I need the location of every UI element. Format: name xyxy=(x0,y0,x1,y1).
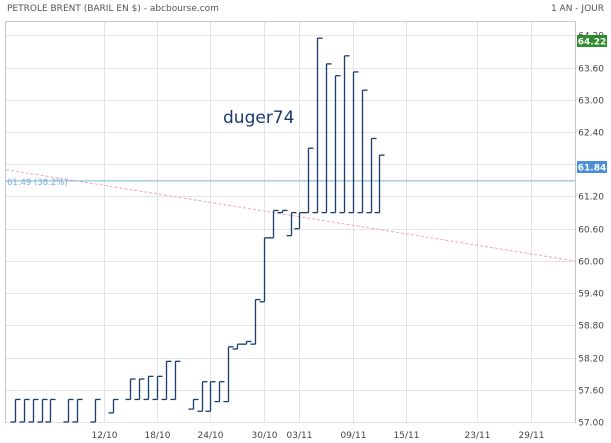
price-bar xyxy=(108,398,119,414)
last-price-tag-background xyxy=(577,35,607,47)
price-bar xyxy=(268,209,279,239)
price-bar xyxy=(259,237,270,303)
price-bar xyxy=(161,360,172,401)
price-bar xyxy=(250,298,261,345)
price-bar xyxy=(170,360,181,401)
price-bar xyxy=(357,89,368,214)
y-tick-label: 57.00 xyxy=(578,419,604,429)
level-label: 61.49 (38.2%) xyxy=(7,178,68,188)
last-price-tag: 64.22 xyxy=(577,35,607,48)
price-bars xyxy=(10,37,385,423)
price-bar xyxy=(188,398,199,410)
current-price-tag: 61.84 xyxy=(577,161,607,174)
price-bar xyxy=(45,398,56,423)
x-tick-label: 15/11 xyxy=(394,431,420,441)
price-bar xyxy=(348,71,359,214)
current-price-tag-background xyxy=(577,161,607,173)
price-bar xyxy=(232,343,243,350)
chart-title: PETROLE BRENT (BARIL EN $) - abcbourse.c… xyxy=(7,4,219,14)
price-bar xyxy=(143,375,154,401)
price-bar xyxy=(303,147,314,214)
last-price-tag-text: 64.22 xyxy=(578,38,606,48)
price-bar xyxy=(366,137,377,214)
y-tick-label: 62.40 xyxy=(578,129,604,139)
price-bar xyxy=(28,398,39,423)
price-bar xyxy=(374,154,385,214)
price-bar xyxy=(152,375,163,401)
y-tick-label: 63.00 xyxy=(578,97,604,107)
price-bar xyxy=(321,63,332,214)
y-axis: 64.2063.6063.0062.4061.8061.2060.6060.00… xyxy=(578,32,604,429)
x-tick-label: 24/10 xyxy=(198,431,224,441)
y-tick-label: 60.00 xyxy=(578,258,604,268)
y-tick-label: 58.20 xyxy=(578,355,604,365)
x-tick-label: 30/10 xyxy=(252,431,278,441)
x-tick-label: 18/10 xyxy=(145,431,171,441)
x-tick-label: 23/11 xyxy=(465,431,491,441)
y-tick-label: 58.80 xyxy=(578,322,604,332)
price-bar xyxy=(10,398,21,423)
x-tick-label: 12/10 xyxy=(92,431,118,441)
price-bar xyxy=(294,211,305,230)
price-bar xyxy=(197,381,208,412)
price-bar xyxy=(286,211,297,237)
price-bar xyxy=(63,398,74,423)
current-price-tag-text: 61.84 xyxy=(578,164,606,174)
grid xyxy=(6,22,575,423)
price-bar xyxy=(223,346,234,403)
x-axis: 12/10 18/10 24/10 30/10 03/11 09/11 15/11 23/11… xyxy=(92,431,545,441)
price-bar xyxy=(134,378,145,401)
trend-line xyxy=(5,169,576,262)
price-bar xyxy=(90,398,101,423)
price-bar xyxy=(19,398,30,423)
x-tick-label: 09/11 xyxy=(341,431,367,441)
y-tick-label: 59.40 xyxy=(578,290,604,300)
y-tick-label: 60.60 xyxy=(578,226,604,236)
price-bar xyxy=(214,381,225,403)
author-watermark: duger74 xyxy=(223,108,294,128)
price-bar xyxy=(339,55,350,214)
plot-frame xyxy=(5,21,576,423)
y-tick-label: 61.20 xyxy=(578,193,604,203)
x-tick-label: 29/11 xyxy=(519,431,545,441)
x-tick-label: 03/11 xyxy=(287,431,313,441)
price-bar xyxy=(241,340,252,345)
price-bar xyxy=(72,398,83,423)
trend-line-layer xyxy=(5,169,576,262)
price-bar xyxy=(205,381,216,412)
price-bar xyxy=(330,75,341,214)
chart-period[interactable]: 1 AN - JOUR xyxy=(551,4,604,14)
y-tick-label: 57.60 xyxy=(578,387,604,397)
price-bar xyxy=(312,37,323,214)
price-bar xyxy=(37,398,48,423)
y-tick-label: 63.60 xyxy=(578,65,604,75)
price-bar xyxy=(125,378,136,401)
price-bar xyxy=(277,209,288,214)
